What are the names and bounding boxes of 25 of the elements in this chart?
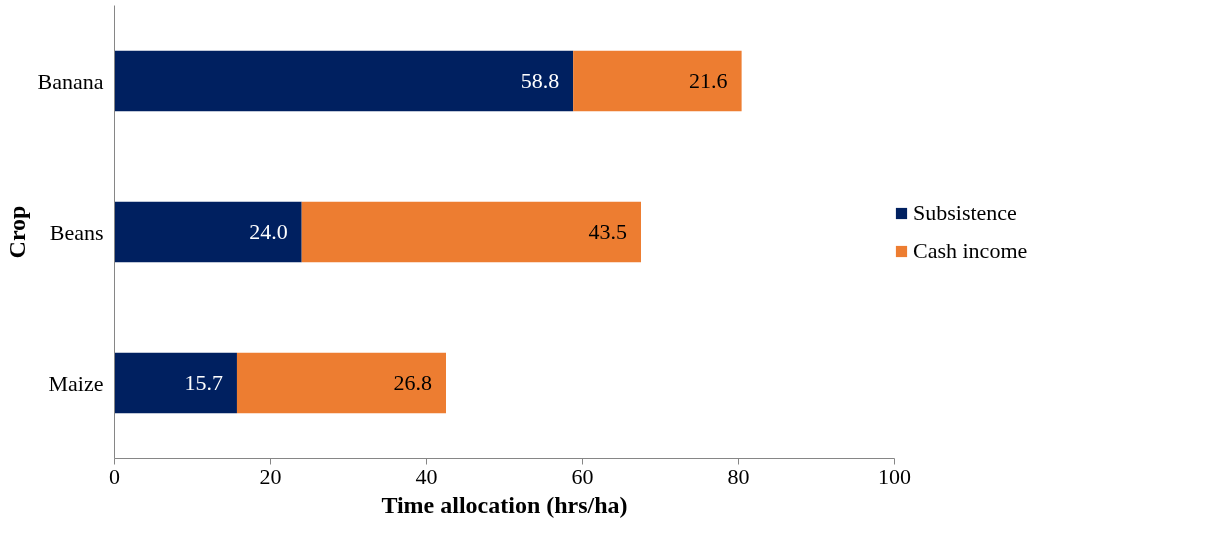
- data-label: 58.8: [520, 68, 560, 93]
- x-tick-label: 0: [109, 463, 120, 489]
- data-label: 21.6: [689, 68, 728, 93]
- bar: [236, 352, 446, 414]
- data-label: 15.7: [184, 370, 223, 395]
- y-tick-label: Beans: [49, 219, 104, 245]
- bar: [114, 201, 302, 263]
- data-label: 43.5: [588, 219, 627, 244]
- y-tick-label: Maize: [48, 370, 104, 396]
- y-tick-label: Banana: [37, 68, 104, 94]
- bar: [114, 352, 237, 414]
- bar: [114, 50, 574, 112]
- data-label: 24.0: [249, 219, 288, 244]
- x-tick-label: 40: [415, 463, 438, 489]
- x-tick-label: 60: [571, 463, 594, 489]
- y-axis-title: Crop: [3, 205, 30, 259]
- x-tick-label: 100: [878, 463, 911, 489]
- legend-label: Cash income: [913, 237, 1028, 264]
- x-axis-title: Time allocation (hrs/ha): [381, 491, 628, 518]
- x-tick-label: 20: [259, 463, 282, 489]
- data-label: 26.8: [393, 370, 432, 395]
- x-tick-label: 80: [727, 463, 750, 489]
- bar: [301, 201, 641, 263]
- bar: [573, 50, 742, 112]
- legend-label: Subsistence: [913, 199, 1017, 226]
